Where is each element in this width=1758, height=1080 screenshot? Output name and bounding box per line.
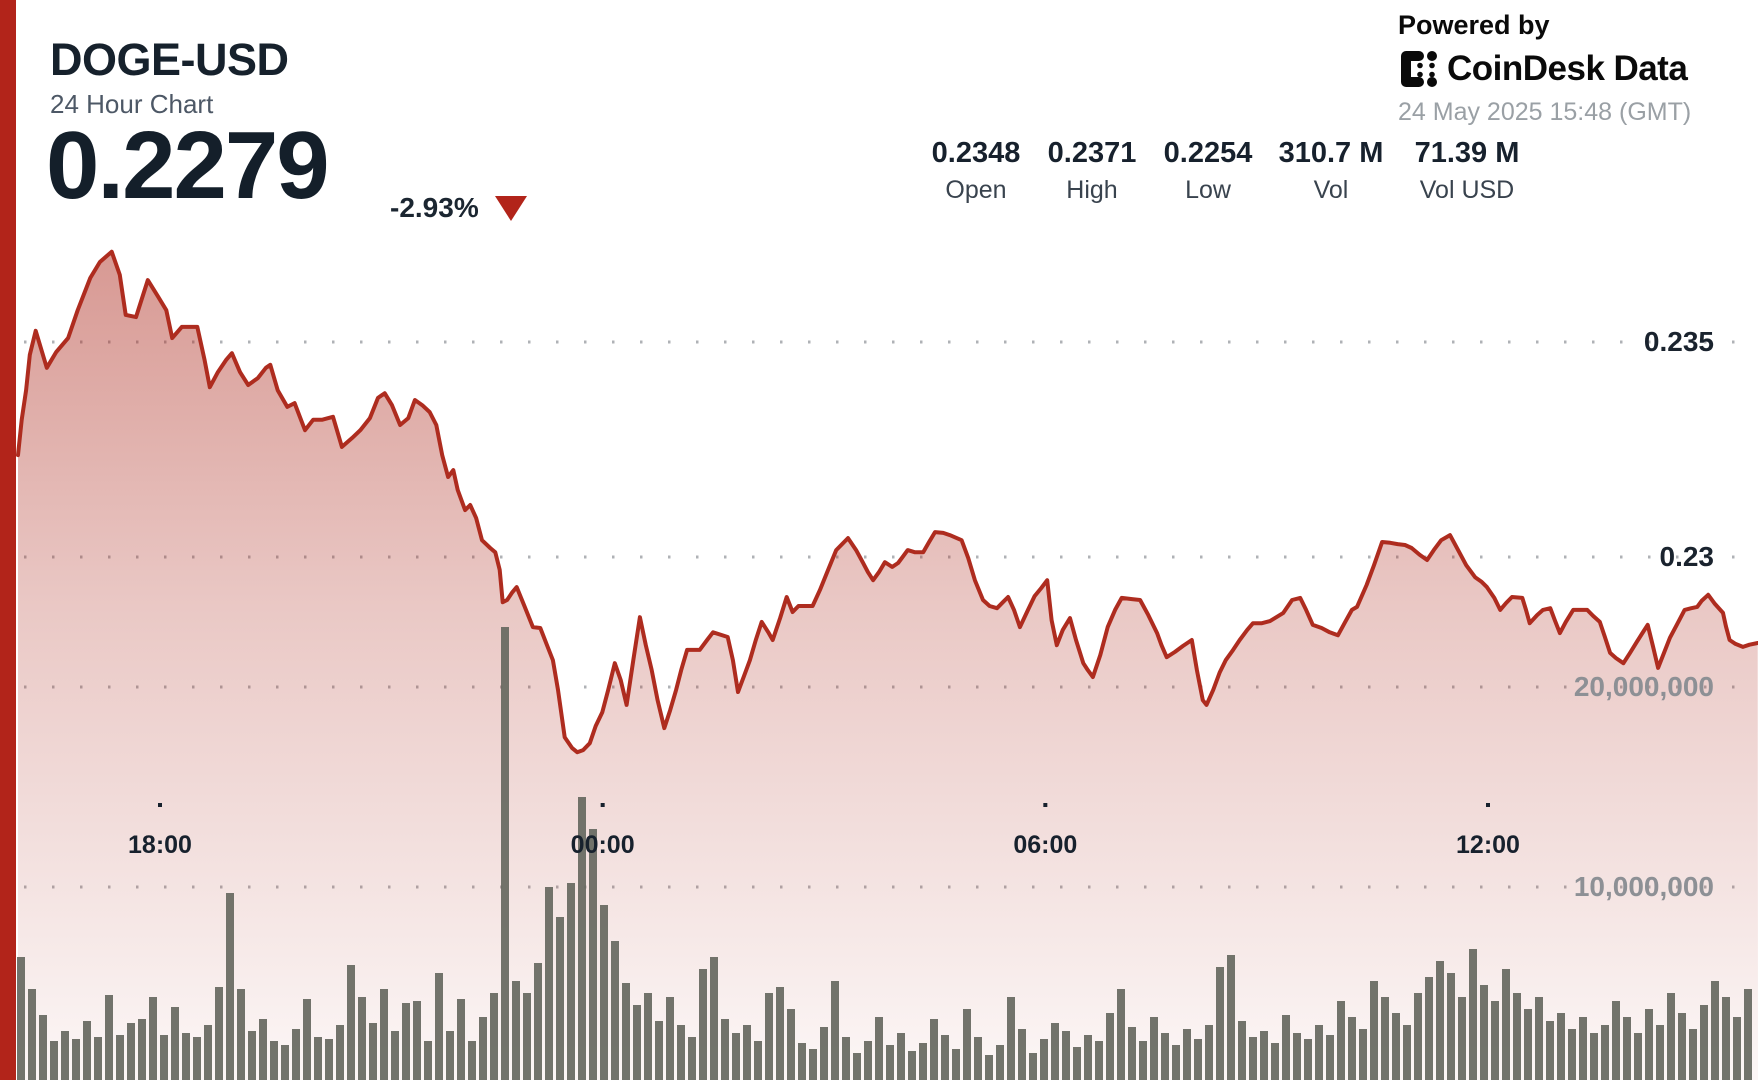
x-axis-tick-label: 00:00 xyxy=(570,831,635,859)
stat-value: 0.2371 xyxy=(1047,137,1137,169)
chart-subtitle: 24 Hour Chart xyxy=(50,89,214,120)
stat-label: High xyxy=(1066,175,1118,204)
stat-value: 71.39 M xyxy=(1414,137,1520,169)
pair-title: DOGE-USD xyxy=(50,34,289,85)
x-axis-tick-label: 18:00 xyxy=(128,831,192,859)
volume-gridline-label: 20,000,000 xyxy=(1573,671,1714,702)
stat-value: 0.2348 xyxy=(931,137,1021,169)
timestamp: 24 May 2025 15:48 (GMT) xyxy=(1398,98,1692,126)
stat-value: 310.7 M xyxy=(1278,137,1384,169)
ohlc-stats: 0.2348 Open 0.2371 High 0.2254 Low 310.7… xyxy=(924,137,1532,205)
stat-value: 0.2254 xyxy=(1163,137,1253,169)
powered-by-label: Powered by xyxy=(1398,10,1550,40)
volume-gridline-label: 10,000,000 xyxy=(1573,871,1714,902)
triangle-down-icon xyxy=(494,195,527,221)
stat-open: 0.2348 Open xyxy=(924,137,1028,205)
chart-header: DOGE-USD 24 Hour Chart xyxy=(50,36,289,120)
stat-volume-usd: 71.39 M Vol USD xyxy=(1402,137,1532,205)
price-gridline-label: 0.23 xyxy=(1659,541,1715,572)
stat-label: Vol xyxy=(1313,175,1349,204)
stat-low: 0.2254 Low xyxy=(1156,137,1260,205)
x-axis-tick-label: 12:00 xyxy=(1456,831,1520,859)
change-percent: -2.93% xyxy=(390,192,479,223)
change-row: -2.93% xyxy=(390,192,527,224)
coindesk-mark-icon xyxy=(1401,51,1437,87)
stat-label: Low xyxy=(1185,175,1231,204)
coindesk-branding: Powered by CoinDesk Data 24 May 2025 15:4… xyxy=(1398,10,1718,127)
coindesk-logo: CoinDesk Data xyxy=(1398,49,1718,89)
left-accent-bar xyxy=(0,0,16,1080)
x-axis-tick-label: 06:00 xyxy=(1013,831,1078,859)
stat-high: 0.2371 High xyxy=(1040,137,1144,205)
last-price: 0.2279 xyxy=(46,112,330,219)
stat-label: Vol USD xyxy=(1419,175,1515,204)
stat-volume: 310.7 M Vol xyxy=(1272,137,1390,205)
coindesk-wordmark: CoinDesk Data xyxy=(1447,49,1688,88)
stat-label: Open xyxy=(945,175,1007,204)
price-gridline-label: 0.235 xyxy=(1643,326,1714,357)
